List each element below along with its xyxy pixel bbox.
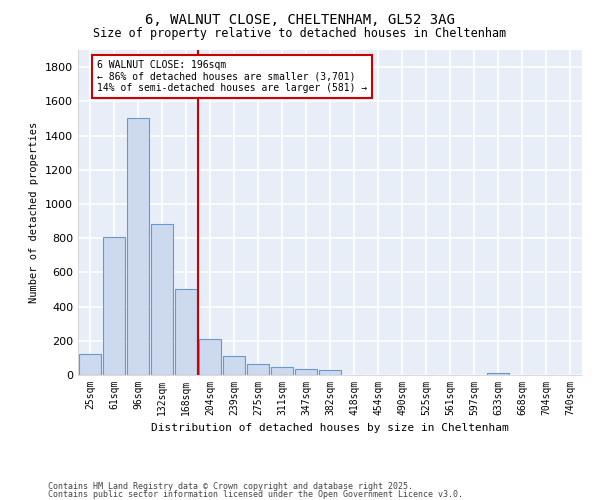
Bar (223, 356, 245, 375)
Bar (79, 354, 101, 375)
Bar (127, 118, 149, 375)
Bar (487, 374, 509, 375)
Bar (199, 339, 221, 375)
Text: Size of property relative to detached houses in Cheltenham: Size of property relative to detached ho… (94, 28, 506, 40)
Bar (103, 238, 125, 375)
Y-axis label: Number of detached properties: Number of detached properties (29, 122, 40, 303)
Bar (247, 364, 269, 375)
Bar (271, 367, 293, 375)
Bar (175, 290, 197, 375)
Bar (295, 370, 317, 375)
Text: 6, WALNUT CLOSE, CHELTENHAM, GL52 3AG: 6, WALNUT CLOSE, CHELTENHAM, GL52 3AG (145, 12, 455, 26)
Bar (319, 370, 341, 375)
Bar (151, 224, 173, 375)
Text: Contains HM Land Registry data © Crown copyright and database right 2025.: Contains HM Land Registry data © Crown c… (48, 482, 413, 491)
X-axis label: Distribution of detached houses by size in Cheltenham: Distribution of detached houses by size … (151, 424, 509, 434)
Text: 6 WALNUT CLOSE: 196sqm
← 86% of detached houses are smaller (3,701)
14% of semi-: 6 WALNUT CLOSE: 196sqm ← 86% of detached… (97, 60, 367, 94)
Text: Contains public sector information licensed under the Open Government Licence v3: Contains public sector information licen… (48, 490, 463, 499)
